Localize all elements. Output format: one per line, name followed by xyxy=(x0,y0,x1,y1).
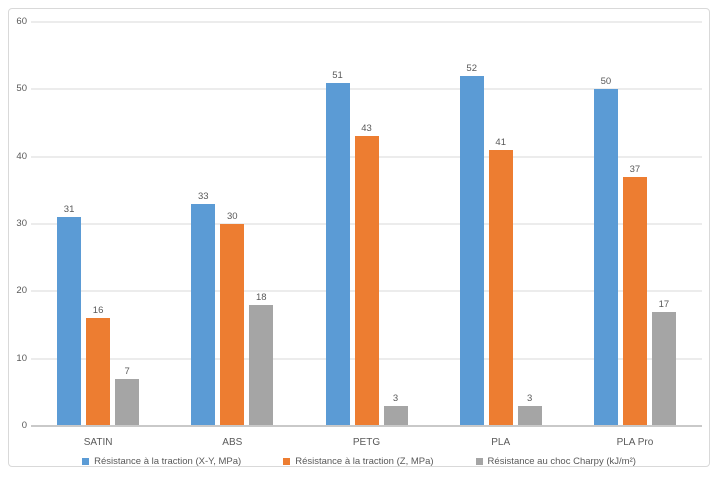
bar[interactable]: 30 xyxy=(220,211,245,426)
bar[interactable]: 3 xyxy=(517,393,542,426)
data-label: 18 xyxy=(256,291,267,303)
legend-label: Résistance à la traction (Z, MPa) xyxy=(295,456,434,467)
bar[interactable]: 17 xyxy=(651,299,676,426)
data-label: 37 xyxy=(629,163,641,175)
bar-groups: 31 16 7 33 30 18 51 43 3 52 41 3 50 37 17 xyxy=(31,22,702,426)
data-label: 3 xyxy=(392,392,399,404)
category-label: PLA xyxy=(491,437,511,448)
data-label: 30 xyxy=(227,211,238,222)
y-axis-tick-label: 60 xyxy=(16,16,27,27)
y-axis-tick-label: 40 xyxy=(16,150,27,162)
y-axis-tick-label: 0 xyxy=(21,420,27,431)
bar[interactable]: 7 xyxy=(115,366,140,426)
y-axis-tick-label: 20 xyxy=(16,285,27,297)
bar[interactable]: 3 xyxy=(383,393,408,426)
category-label: SATIN xyxy=(83,437,113,448)
category-label: ABS xyxy=(222,437,243,448)
plot-area: 31 16 7 33 30 18 51 43 3 52 41 3 50 37 17 0 10 20 30 40 50 6… xyxy=(16,16,702,431)
chart-frame: 31 16 7 33 30 18 51 43 3 52 41 3 50 37 17 0 10 20 30 40 50 6… xyxy=(8,8,710,467)
y-axis-tick-label: 50 xyxy=(16,83,27,95)
bar[interactable]: 50 xyxy=(593,76,618,426)
y-axis-tick-label: 10 xyxy=(16,352,27,364)
bar[interactable]: 41 xyxy=(488,137,513,426)
gridline xyxy=(31,88,702,91)
legend-item[interactable]: Résistance à la traction (Z, MPa) xyxy=(283,455,434,468)
data-label: 41 xyxy=(495,136,506,148)
legend-swatch-icon xyxy=(475,458,483,465)
legend-swatch-icon xyxy=(283,458,291,465)
bar[interactable]: 16 xyxy=(86,305,111,426)
legend-item[interactable]: Résistance au choc Charpy (kJ/m²) xyxy=(475,455,636,468)
legend-label: Résistance à la traction (X-Y, MPa) xyxy=(94,456,242,467)
bar-group: 33 30 18 xyxy=(165,22,299,426)
data-label: 33 xyxy=(198,190,209,202)
bar-group: 52 41 3 xyxy=(434,22,568,426)
bar[interactable]: 18 xyxy=(249,292,274,426)
bar-group: 51 43 3 xyxy=(299,22,433,426)
x-axis-line xyxy=(31,425,702,427)
category-label: PLA Pro xyxy=(616,437,654,448)
legend: Résistance à la traction (X-Y, MPa) Résis… xyxy=(19,455,699,468)
bar[interactable]: 31 xyxy=(57,204,82,426)
legend-item[interactable]: Résistance à la traction (X-Y, MPa) xyxy=(82,455,241,468)
data-label: 7 xyxy=(124,365,130,377)
data-label: 50 xyxy=(600,76,612,88)
bar[interactable]: 43 xyxy=(354,123,379,426)
legend-swatch-icon xyxy=(82,458,90,465)
bar-group: 31 16 7 xyxy=(31,22,165,426)
bar[interactable]: 52 xyxy=(459,63,484,426)
data-label: 43 xyxy=(361,123,372,135)
gridline xyxy=(31,21,702,23)
category-label: PETG xyxy=(352,437,381,448)
data-label: 31 xyxy=(63,204,75,216)
data-label: 52 xyxy=(466,62,477,74)
data-label: 17 xyxy=(658,298,670,310)
bar[interactable]: 37 xyxy=(622,164,647,426)
data-label: 3 xyxy=(527,392,533,404)
bar[interactable]: 33 xyxy=(191,191,216,426)
x-axis-category-labels: SATIN ABS PETG PLA PLA Pro xyxy=(31,437,702,449)
bar-group: 50 37 17 xyxy=(568,22,702,426)
data-label: 16 xyxy=(92,305,104,317)
legend-label: Résistance au choc Charpy (kJ/m²) xyxy=(487,456,636,467)
data-label: 51 xyxy=(332,69,343,81)
bar[interactable]: 51 xyxy=(325,70,350,426)
y-axis-tick-label: 30 xyxy=(16,218,27,229)
